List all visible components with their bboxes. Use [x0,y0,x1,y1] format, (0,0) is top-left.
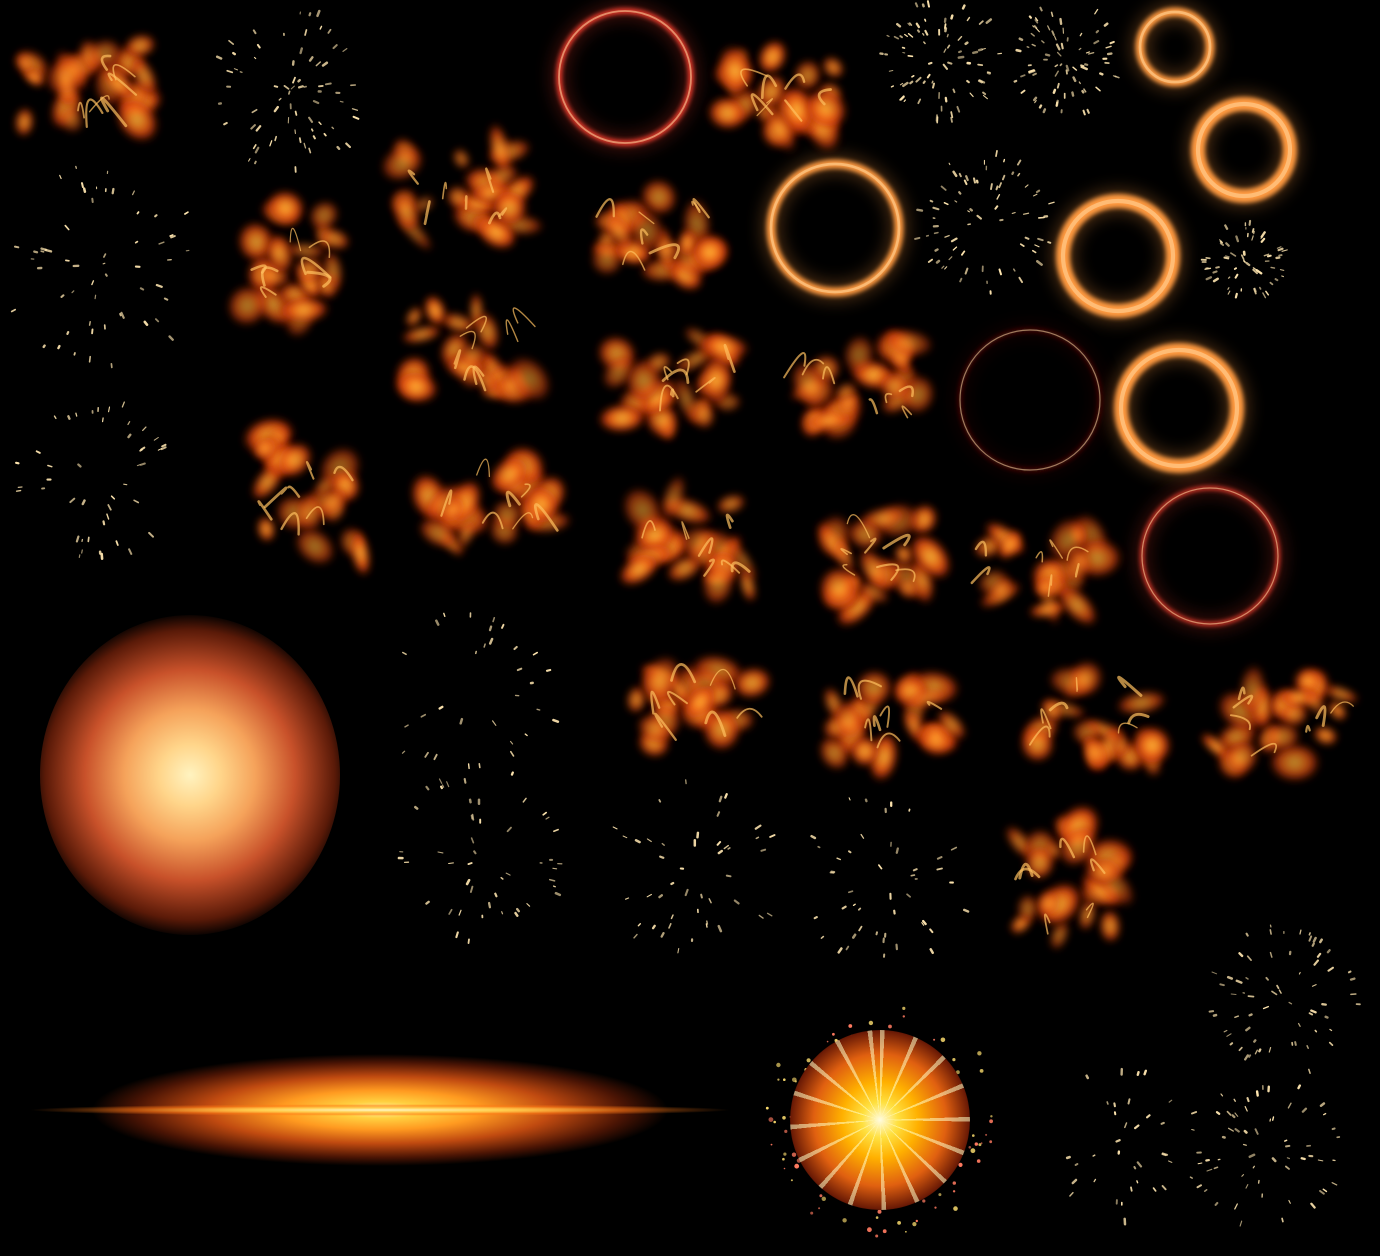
spark-burst-sprite [1208,924,1361,1074]
flame-cluster-sprite [596,326,751,442]
flame-cluster-sprite [626,653,773,758]
flame-cluster-sprite [1199,663,1360,783]
flame-cluster-sprite [590,178,730,292]
ring-sprite [553,5,697,149]
flame-cluster-sprite [226,189,351,339]
ring-sprite [955,325,1105,475]
spark-burst-sprite [914,149,1055,295]
spark-burst-sprite [401,612,560,769]
flame-cluster-sprite [815,501,953,628]
flame-cluster-sprite [617,473,758,607]
flame-cluster-sprite [783,327,936,442]
spark-burst-sprite [1013,6,1120,116]
flame-cluster-sprite [1019,659,1173,778]
ring-sprite [1132,4,1218,90]
ring-sprite [1053,191,1183,321]
spark-burst-sprite [397,763,563,944]
spark-burst-sprite [879,0,1003,124]
flame-cluster-sprite [818,669,967,783]
spark-burst-sprite [1065,1067,1198,1226]
spark-burst-sprite [215,9,360,173]
ring-sprite [763,156,907,300]
glow-orb-sprite [40,615,340,935]
flame-cluster-sprite [241,416,371,578]
spark-burst-sprite [1200,219,1288,299]
spark-burst-sprite [612,779,776,954]
flame-cluster-sprite [13,33,164,143]
flame-cluster-sprite [379,121,546,253]
spark-burst-sprite [15,401,167,561]
ring-sprite [1188,94,1300,206]
ring-sprite [1137,483,1283,629]
flame-cluster-sprite [393,291,553,405]
spark-burst-sprite [810,797,970,958]
flame-cluster-sprite [706,39,849,154]
flame-cluster-sprite [970,512,1124,627]
ring-sprite [1111,340,1247,476]
spark-burst-sprite [1191,1084,1341,1227]
lens-flare-core [30,1104,730,1116]
flame-cluster-sprite [409,445,574,557]
starburst-sprite [790,1030,970,1210]
spark-burst-sprite [10,165,190,369]
flame-cluster-sprite [1004,803,1136,951]
